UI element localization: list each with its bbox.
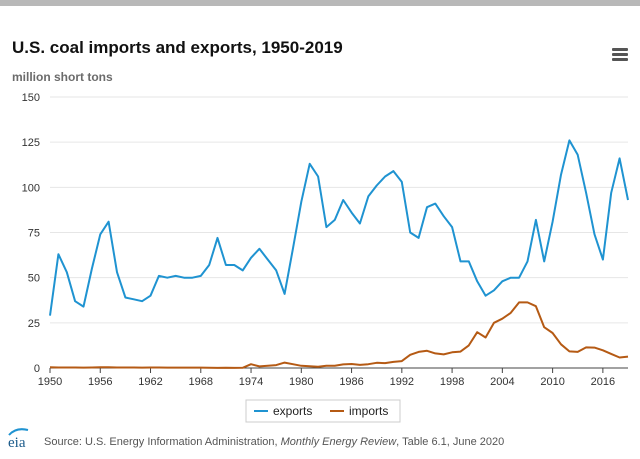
x-tick-label: 1998 — [440, 376, 464, 388]
eia-logo-text: eia — [8, 435, 26, 450]
x-tick-label: 1950 — [38, 376, 62, 388]
x-tick-label: 2004 — [490, 376, 514, 388]
chart-subtitle: million short tons — [12, 70, 113, 84]
y-tick-label: 150 — [22, 92, 40, 104]
chart-title: U.S. coal imports and exports, 1950-2019 — [12, 38, 343, 57]
y-tick-label: 125 — [22, 137, 40, 149]
x-tick-label: 1956 — [88, 376, 112, 388]
x-tick-label: 1974 — [239, 376, 263, 388]
x-tick-label: 2010 — [540, 376, 564, 388]
y-tick-label: 25 — [28, 318, 40, 330]
source-note: Source: U.S. Energy Information Administ… — [44, 436, 505, 448]
gridlines — [50, 96, 628, 369]
series-line-exports[interactable] — [49, 139, 629, 316]
legend-label-imports[interactable]: imports — [349, 404, 388, 418]
y-tick-label: 100 — [22, 182, 40, 194]
series-lines — [49, 139, 629, 369]
x-axis-ticks: 1950 1956 1962 1968 1974 1980 1986 1992 1998 2004… — [38, 368, 615, 388]
y-tick-label: 50 — [28, 273, 40, 285]
x-tick-label: 1992 — [390, 376, 414, 388]
y-tick-label: 75 — [28, 228, 40, 240]
x-tick-label: 1986 — [339, 376, 363, 388]
x-tick-label: 1968 — [189, 376, 213, 388]
x-tick-label: 1962 — [138, 376, 162, 388]
series-line-imports[interactable] — [49, 301, 629, 369]
x-tick-label: 1980 — [289, 376, 313, 388]
legend-box — [245, 399, 401, 423]
y-tick-label: 0 — [34, 363, 40, 375]
top-border — [0, 0, 640, 6]
eia-logo-icon: eia — [8, 428, 29, 450]
legend-label-exports[interactable]: exports — [273, 404, 312, 418]
x-tick-label: 2016 — [591, 376, 615, 388]
y-axis-ticks: 0 25 50 75 100 125 150 — [22, 92, 40, 375]
hamburger-menu-icon[interactable] — [612, 48, 628, 62]
legend: exports imports — [245, 399, 401, 423]
